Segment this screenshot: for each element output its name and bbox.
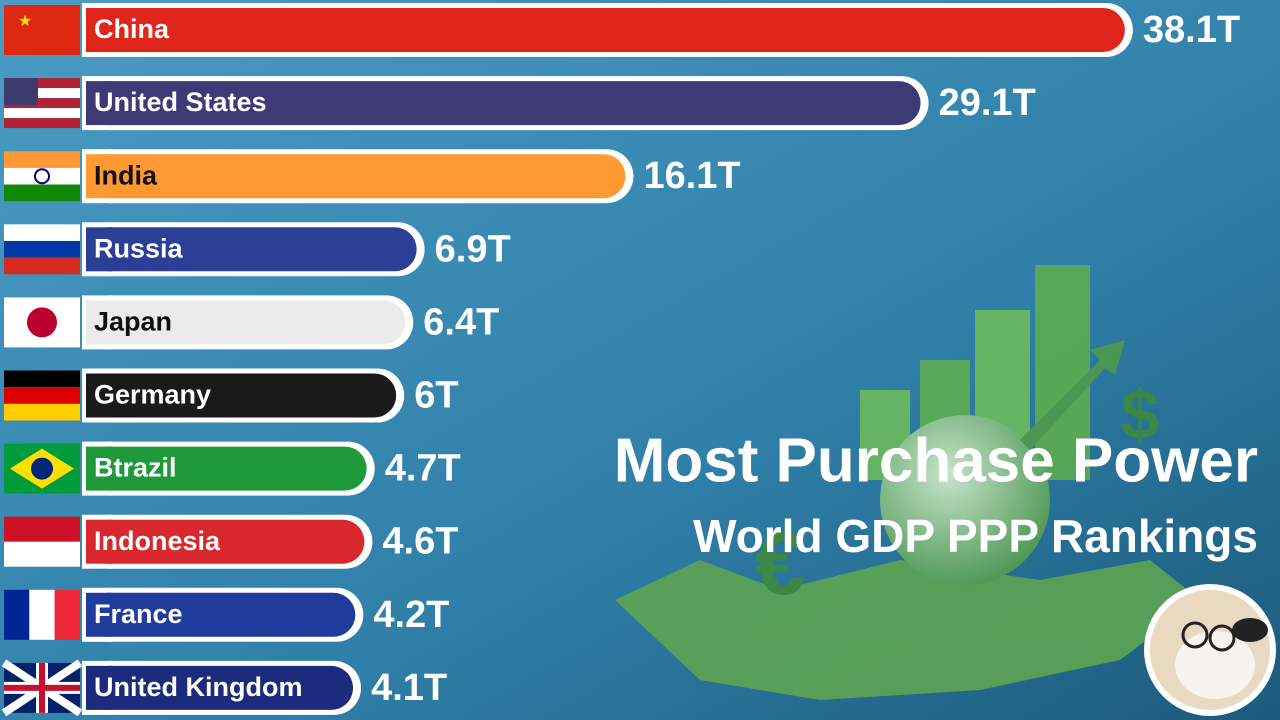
flag	[4, 443, 80, 494]
flag	[4, 516, 80, 567]
flag	[4, 151, 80, 202]
bar	[86, 300, 406, 345]
mascot	[1144, 584, 1276, 716]
flag-stripe	[4, 167, 80, 185]
bar-left	[86, 8, 112, 52]
flag-stripe	[4, 403, 80, 421]
flag	[4, 370, 80, 421]
flag	[4, 224, 80, 275]
flag-stripe	[4, 118, 80, 129]
flag-cross	[4, 662, 80, 713]
bar	[86, 81, 921, 126]
flag-stripe	[4, 5, 80, 55]
flag-stripe	[4, 589, 30, 640]
bar	[86, 227, 417, 272]
decor-euro: €	[755, 514, 805, 614]
flag-disc	[27, 307, 57, 338]
flag-stripe	[4, 370, 80, 388]
flag-stripe	[4, 516, 80, 542]
category-label: France	[94, 599, 183, 629]
bars: ★ China 38.1T United States 29.1T India 16.1T R…	[1, 3, 1240, 717]
flag-star: ★	[18, 13, 32, 30]
bar	[86, 446, 367, 491]
flag-stripe	[4, 98, 80, 109]
bar-left	[86, 154, 112, 199]
flag-stripe	[4, 108, 80, 119]
flag	[4, 589, 80, 640]
value-label: 38.1T	[1143, 9, 1240, 51]
category-label: Russia	[94, 233, 184, 263]
category-label: United Kingdom	[94, 672, 302, 702]
decor-graphic: $ €	[615, 265, 1200, 700]
flag-stripe	[54, 589, 80, 640]
bar-left	[86, 446, 112, 491]
bar-left	[86, 373, 112, 418]
flag-globe	[31, 457, 53, 480]
flag: ★	[4, 5, 80, 55]
bar-left	[86, 665, 112, 710]
value-label: 16.1T	[643, 155, 740, 197]
flag-stripe	[4, 88, 80, 99]
flag	[4, 297, 80, 348]
flag-stripe	[4, 78, 80, 89]
value-label: 4.7T	[385, 448, 461, 490]
bar	[86, 665, 354, 710]
chart-title: Most Purchase Power	[614, 426, 1258, 495]
category-label: China	[94, 14, 170, 44]
category-label: Japan	[94, 307, 172, 337]
value-label: 6T	[414, 375, 458, 417]
bar-left	[86, 519, 112, 564]
bar	[86, 592, 356, 637]
bar-left	[86, 227, 112, 272]
flag-stripe	[4, 151, 80, 168]
bar	[86, 8, 1125, 52]
bar	[86, 519, 365, 564]
category-label: United States	[94, 87, 267, 117]
value-label: 6.4T	[423, 301, 499, 343]
value-label: 6.9T	[435, 228, 511, 270]
bar-left	[86, 300, 112, 345]
bar	[86, 154, 626, 199]
flag	[1, 659, 83, 717]
category-label: Btrazil	[94, 453, 177, 483]
flag-stripe	[4, 257, 80, 275]
value-label: 4.1T	[371, 667, 447, 709]
bar-left	[86, 592, 112, 637]
flag-wheel	[34, 168, 50, 185]
flag	[4, 78, 80, 129]
flag-stripe	[4, 224, 80, 241]
category-label: Indonesia	[94, 526, 221, 556]
bar	[86, 373, 397, 418]
bar-left	[86, 81, 112, 126]
flag-stripe	[4, 240, 80, 258]
flag-stripe	[29, 589, 55, 640]
flag-stripe	[4, 387, 80, 404]
value-label: 4.6T	[382, 521, 458, 563]
value-label: 4.2T	[373, 594, 449, 636]
chart-subtitle: World GDP PPP Rankings	[693, 510, 1258, 562]
flag-stripe	[4, 184, 80, 202]
category-label: Germany	[94, 380, 211, 410]
flag-stripe	[4, 541, 80, 567]
category-label: India	[94, 160, 158, 190]
value-label: 29.1T	[939, 82, 1036, 124]
flag-canton	[4, 78, 38, 106]
decor-dollar: $	[1121, 375, 1160, 453]
